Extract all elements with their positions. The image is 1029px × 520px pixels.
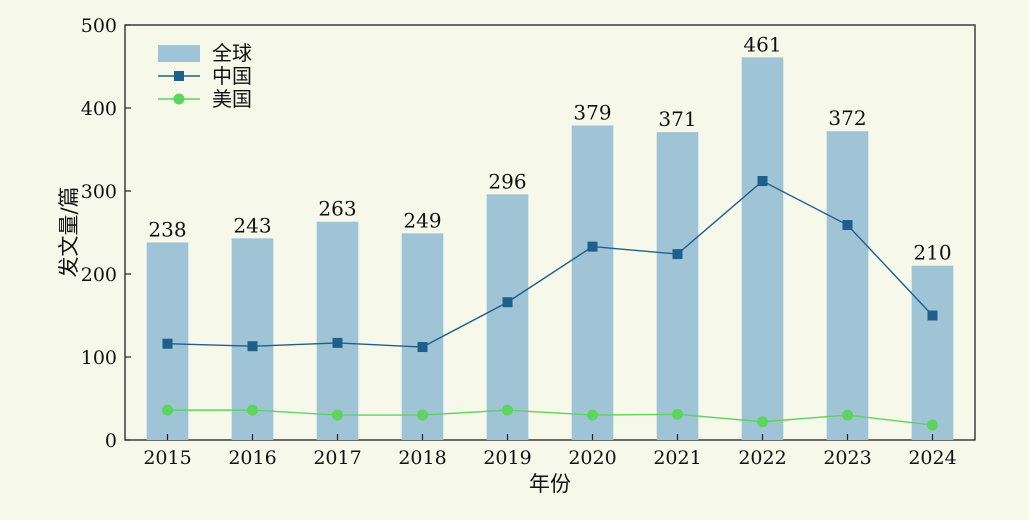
line-point [247, 341, 258, 352]
x-tick-label: 2024 [908, 447, 956, 469]
x-tick-label: 2023 [823, 447, 871, 469]
legend-marker [173, 93, 185, 105]
bar [401, 233, 444, 440]
line-point [757, 416, 768, 428]
y-tick-label: 500 [81, 15, 117, 37]
legend-label: 中国 [212, 64, 252, 88]
bar-value-label: 243 [233, 213, 271, 237]
x-tick-label: 2020 [568, 447, 616, 469]
bar [741, 57, 784, 441]
line-point [162, 338, 173, 349]
x-tick-label: 2015 [143, 447, 191, 469]
line-point [672, 408, 683, 420]
bar [911, 265, 954, 440]
line-point [842, 220, 853, 231]
line-point [927, 419, 938, 431]
x-tick-label: 2019 [483, 447, 531, 469]
line-point [502, 297, 513, 308]
bar [826, 131, 869, 441]
line-point [672, 249, 683, 260]
x-axis-title: 年份 [529, 472, 571, 496]
legend-marker [174, 71, 184, 81]
bar-value-label: 372 [828, 106, 866, 130]
bar-value-label: 379 [573, 100, 611, 124]
bar-value-label: 249 [403, 208, 441, 232]
y-tick-label: 300 [81, 181, 117, 203]
y-tick-label: 400 [81, 98, 117, 120]
y-axis: 0 100 200 300 400 500 [81, 15, 131, 452]
line-point [587, 409, 598, 421]
line-point [162, 404, 173, 416]
y-tick-label: 0 [105, 430, 117, 452]
bar-value-label: 210 [913, 241, 951, 265]
x-tick-label: 2022 [738, 447, 786, 469]
x-tick-label: 2016 [228, 447, 276, 469]
x-tick-label: 2021 [653, 447, 701, 469]
bar [486, 194, 529, 440]
line-point [417, 342, 428, 353]
line-point [332, 337, 343, 348]
bar-value-label: 296 [488, 169, 526, 193]
bar [656, 132, 699, 440]
bar-value-label: 371 [658, 107, 696, 131]
bar [316, 221, 359, 440]
y-tick-label: 100 [81, 347, 117, 369]
line-point [502, 404, 513, 416]
legend-label: 全球 [212, 41, 252, 65]
line-point [587, 241, 598, 252]
x-tick-label: 2017 [313, 447, 361, 469]
legend-swatch [158, 45, 200, 62]
bar [571, 125, 614, 441]
y-axis-title: 发文量/篇 [57, 186, 81, 277]
line-point [927, 310, 938, 321]
line-point [842, 409, 853, 421]
x-tick-label: 2018 [398, 447, 446, 469]
bar-value-label: 263 [318, 197, 356, 221]
legend-label: 美国 [212, 87, 252, 111]
bars-group [146, 57, 954, 441]
line-point [332, 409, 343, 421]
line-point [417, 409, 428, 421]
lines-group [162, 176, 938, 431]
series-line [167, 180, 934, 348]
y-tick-label: 200 [81, 264, 117, 286]
x-axis: 2015 2016 2017 2018 2019 2020 2021 2022 2023 2024 [143, 434, 957, 469]
bar-value-label: 238 [148, 217, 186, 241]
line-point [757, 176, 768, 187]
bar-value-label: 461 [743, 32, 781, 56]
series-line [167, 409, 933, 426]
bar-labels-group: 238 243 263 249 296 379 371 461 372 210 [148, 32, 951, 264]
line-point [247, 404, 258, 416]
plot-area [124, 24, 976, 441]
